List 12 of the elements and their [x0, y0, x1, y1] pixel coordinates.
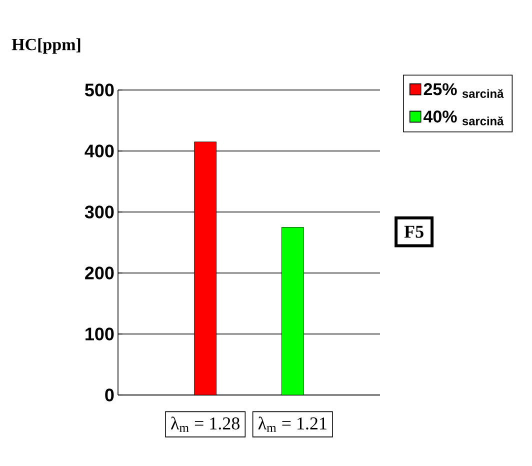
- y-tick-label: 300: [84, 206, 114, 218]
- legend-label: 25% $_{sarcină}$: [424, 83, 504, 98]
- x-tick-label: λ$_{m}$ = 1.28: [170, 416, 240, 432]
- text: F5: [404, 226, 424, 238]
- y-tick-label: 0: [105, 388, 114, 402]
- y-tick-label: 100: [86, 328, 114, 340]
- y-tick-label: 500: [84, 84, 114, 96]
- legend-label: 40% $_{sarcină}$: [424, 110, 504, 126]
- y-tick-label: 400: [84, 144, 114, 158]
- chart-title: HC[ppm]: [12, 38, 80, 54]
- y-tick-label: 200: [85, 266, 114, 280]
- x-tick-label: λ$_{m}$ = 1.21: [258, 416, 326, 432]
